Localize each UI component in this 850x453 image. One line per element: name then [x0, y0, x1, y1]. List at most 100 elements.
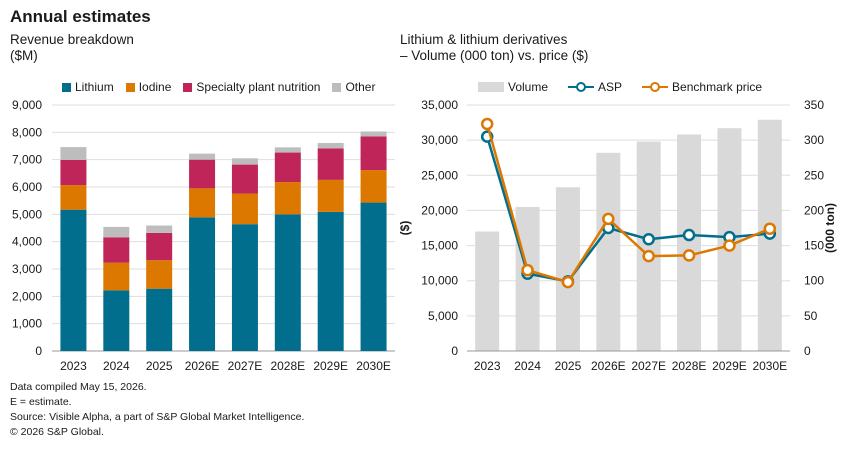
note-copyright: © 2026 S&P Global. — [10, 426, 104, 438]
right-x-tick-label: 2023 — [474, 359, 501, 373]
benchmark-series-line — [485, 123, 771, 284]
revenue-bar-iodine — [189, 188, 216, 218]
legend-item-specialty: Specialty plant nutrition — [183, 80, 320, 94]
legend-swatch-iodine — [125, 82, 135, 92]
left-x-tick-label: 2028E — [270, 359, 305, 373]
revenue-bar-lithium — [360, 202, 387, 351]
volume-bar — [475, 231, 500, 351]
revenue-bar-other — [274, 147, 301, 153]
legend-swatch-other — [332, 82, 342, 92]
legend-item-iodine: Iodine — [125, 80, 172, 94]
revenue-bar-lithium — [146, 288, 173, 351]
revenue-bar-lithium — [231, 224, 258, 351]
legend-label-benchmark: Benchmark price — [672, 80, 763, 94]
right-y-left-tick-label: 10,000 — [421, 274, 458, 288]
legend-label-other: Other — [345, 80, 376, 94]
revenue-bar-specialty — [146, 232, 173, 261]
right-y-right-tick-label: 200 — [804, 203, 824, 217]
right-y-right-tick-label: 50 — [804, 309, 818, 323]
legend-label-lithium: Lithium — [75, 80, 114, 94]
revenue-bar-lithium — [60, 209, 87, 351]
benchmark-point — [763, 222, 777, 235]
right-y-left-tick-label: 35,000 — [421, 98, 458, 112]
benchmark-point — [723, 239, 736, 252]
asp-series-line — [485, 136, 770, 283]
benchmark-point — [682, 249, 696, 262]
left-x-tick-label: 2029E — [313, 359, 348, 373]
right-x-tick-label: 2024 — [514, 359, 541, 373]
right-y-left-tick-label: 0 — [451, 344, 458, 358]
revenue-bar-iodine — [360, 170, 387, 203]
legend-swatch-lithium — [62, 82, 71, 92]
revenue-bar-other — [60, 147, 87, 160]
note-estimate: E = estimate. — [10, 396, 72, 408]
revenue-bar-lithium — [189, 217, 216, 351]
right-y-right-tick-label: 100 — [804, 274, 824, 288]
revenue-bar-iodine — [60, 185, 87, 210]
benchmark-point — [602, 212, 615, 226]
legend-label-iodine: Iodine — [138, 80, 172, 94]
right-y-right-tick-label: 0 — [804, 344, 811, 358]
left-y-tick-label: 1,000 — [12, 317, 42, 331]
legend-swatch-asp — [568, 82, 595, 92]
asp-point — [682, 228, 696, 242]
left-x-tick-label: 2030E — [356, 359, 391, 373]
benchmark-point — [521, 263, 534, 277]
left-legend: Lithium Iodine Specialty plant nutrition… — [62, 80, 381, 94]
legend-swatch-volume — [478, 82, 504, 92]
revenue-bar-iodine — [274, 182, 301, 215]
revenue-bar-other — [231, 158, 258, 165]
legend-swatch-specialty — [183, 82, 193, 92]
revenue-bar-other — [146, 225, 173, 233]
legend-label-asp: ASP — [598, 80, 623, 94]
benchmark-point — [642, 249, 655, 263]
volume-bar — [677, 134, 702, 351]
left-x-tick-label: 2024 — [103, 359, 130, 373]
right-y-left-tick-label: 25,000 — [421, 168, 458, 182]
revenue-bar-specialty — [103, 237, 130, 263]
revenue-bar-other — [317, 142, 344, 149]
benchmark-point — [561, 275, 575, 289]
revenue-bar-other — [189, 153, 216, 160]
left-y-tick-label: 3,000 — [12, 262, 42, 276]
revenue-bar-lithium — [317, 211, 344, 351]
left-x-tick-label: 2027E — [228, 359, 263, 373]
left-x-tick-label: 2026E — [185, 359, 220, 373]
right-x-tick-label: 2026E — [591, 359, 626, 373]
left-y-tick-label: 6,000 — [12, 180, 42, 194]
right-y-right-tick-label: 300 — [804, 133, 824, 147]
legend-label-volume: Volume — [508, 80, 549, 94]
revenue-bar-other — [103, 226, 130, 238]
note-source: Source: Visible Alpha, a part of S&P Glo… — [10, 411, 305, 423]
right-y-left-tick-label: 15,000 — [421, 239, 458, 253]
legend-item-volume: Volume — [478, 80, 548, 94]
revenue-bar-specialty — [189, 159, 216, 189]
left-y-tick-label: 9,000 — [12, 98, 42, 112]
revenue-bar-specialty — [60, 159, 87, 186]
left-y-tick-label: 5,000 — [12, 207, 42, 221]
right-chart-subtitle: Lithium & lithium derivatives – Volume (… — [400, 32, 589, 63]
right-y-right-tick-label: 150 — [804, 239, 824, 253]
revenue-bar-specialty — [317, 148, 344, 180]
right-y-left-tick-label: 20,000 — [421, 203, 458, 217]
left-y-tick-label: 0 — [35, 344, 42, 358]
left-x-tick-label: 2023 — [60, 359, 87, 373]
right-x-tick-label: 2029E — [712, 359, 747, 373]
source-notes: Data compiled May 15, 2026. E = estimate… — [10, 380, 304, 440]
right-y-right-axis-label: (000 ton) — [823, 203, 837, 253]
left-x-tick-label: 2025 — [146, 359, 173, 373]
revenue-bar-specialty — [360, 136, 387, 171]
volume-bar — [596, 152, 621, 351]
revenue-bar-iodine — [146, 260, 173, 289]
revenue-bar-iodine — [317, 179, 344, 212]
revenue-bar-other — [360, 131, 387, 137]
right-y-left-tick-label: 30,000 — [421, 133, 458, 147]
revenue-bar-lithium — [274, 214, 301, 351]
legend-swatch-benchmark — [642, 82, 669, 92]
revenue-bar-iodine — [231, 193, 258, 225]
asp-point — [642, 232, 655, 246]
right-x-tick-label: 2028E — [672, 359, 707, 373]
revenue-bar-specialty — [231, 164, 258, 194]
left-y-tick-label: 8,000 — [12, 125, 42, 139]
